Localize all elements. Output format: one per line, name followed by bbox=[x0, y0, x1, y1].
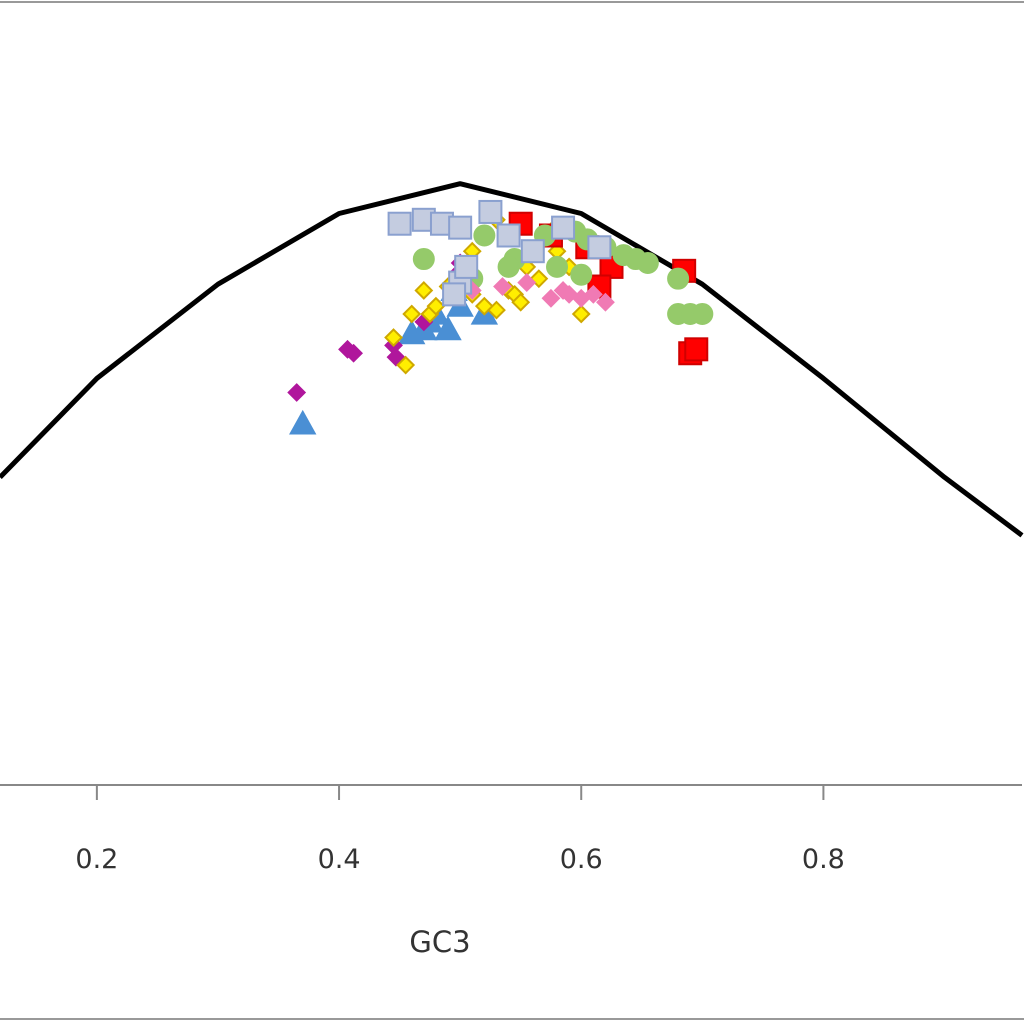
data-point-s1-4 bbox=[386, 347, 406, 367]
x-tick-label-2: 0.6 bbox=[560, 844, 603, 875]
data-point-s2-3 bbox=[426, 296, 446, 316]
data-point-s2-0 bbox=[384, 328, 403, 347]
data-point-s3-5 bbox=[684, 337, 709, 362]
data-point-s6-5 bbox=[496, 223, 521, 248]
data-point-s6-11 bbox=[454, 254, 479, 279]
data-point-s4-9 bbox=[667, 267, 690, 290]
expected-gc3-curve bbox=[0, 181, 1024, 538]
data-point-s6-6 bbox=[520, 239, 545, 264]
data-point-s4-13 bbox=[546, 255, 569, 278]
data-point-s6-7 bbox=[551, 215, 576, 240]
data-point-s5-7 bbox=[517, 273, 537, 293]
data-point-s6-0 bbox=[387, 211, 412, 236]
data-point-s1-0 bbox=[287, 383, 307, 402]
data-point-s2-19 bbox=[402, 304, 422, 324]
x-tick-label-3: 0.8 bbox=[802, 844, 845, 875]
data-point-s4-12 bbox=[691, 303, 714, 325]
data-point-s5-1 bbox=[541, 288, 561, 308]
data-point-s6-4 bbox=[478, 199, 503, 224]
x-axis-title: GC3 bbox=[409, 925, 470, 959]
data-point-s2-1 bbox=[396, 355, 416, 375]
data-point-s4-8 bbox=[636, 251, 659, 274]
x-tick-label-0: 0.2 bbox=[75, 844, 118, 875]
data-point-s6-8 bbox=[587, 235, 612, 260]
x-tick-label-1: 0.4 bbox=[318, 844, 361, 875]
data-point-s2-20 bbox=[414, 281, 434, 300]
data-point-s4-17 bbox=[497, 255, 520, 278]
data-point-s5-0 bbox=[493, 277, 512, 296]
data-point-s6-10 bbox=[442, 282, 467, 307]
data-point-s1-2 bbox=[344, 343, 363, 363]
data-point-s2-8 bbox=[487, 300, 506, 320]
data-point-s4-14 bbox=[570, 263, 593, 286]
data-point-s2-18 bbox=[571, 304, 591, 324]
data-point-s4-15 bbox=[412, 248, 435, 271]
data-point-s2-12 bbox=[511, 292, 531, 312]
data-point-s6-3 bbox=[448, 215, 473, 240]
data-point-s4-0 bbox=[473, 224, 496, 247]
data-point-s0-0 bbox=[289, 409, 317, 435]
data-point-s5-5 bbox=[583, 284, 603, 304]
data-point-s5-6 bbox=[596, 292, 615, 312]
data-point-s0-3 bbox=[434, 315, 462, 341]
